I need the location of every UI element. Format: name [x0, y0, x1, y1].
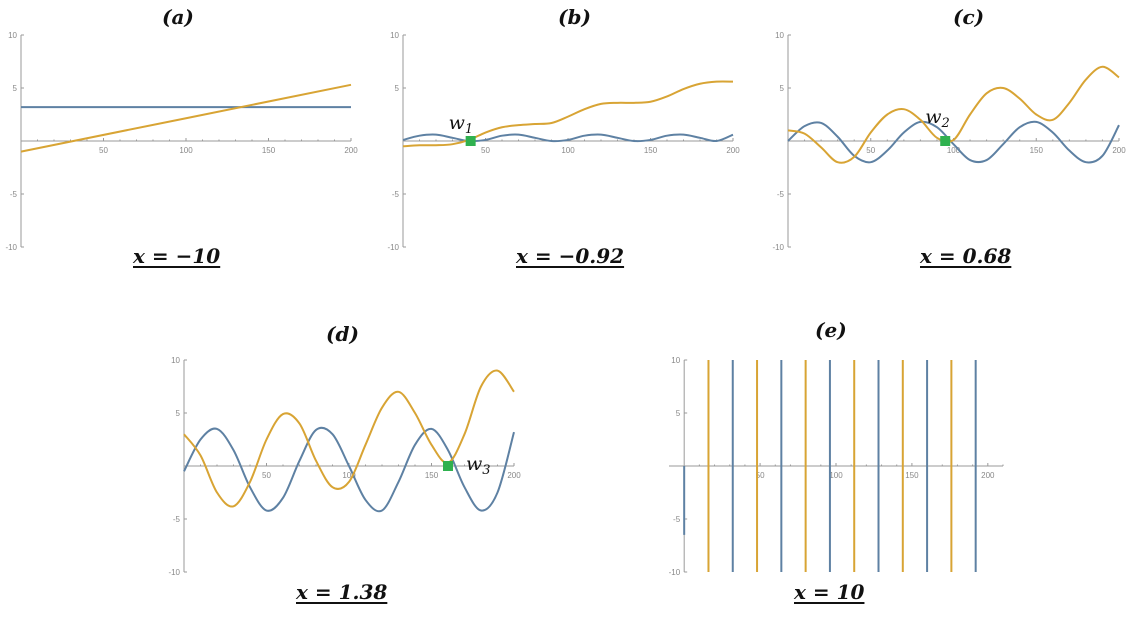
panel-title: (b): [558, 5, 591, 29]
x-tick-label: 150: [644, 146, 658, 155]
y-tick-label: -10: [387, 243, 399, 252]
x-tick-label: 200: [507, 471, 521, 480]
panel-title: (a): [162, 5, 194, 29]
x-tick-label: 100: [947, 146, 961, 155]
chart-plot: 50 100 150 200 -10 -5 5 10: [5, 31, 358, 252]
panel-title: (c): [953, 5, 985, 29]
y-tick-label: -10: [669, 568, 681, 577]
series-line-blue: [787, 120, 1120, 164]
x-tick-label: 100: [561, 146, 575, 155]
x-tick-label: 50: [866, 146, 875, 155]
x-tick-label: 150: [905, 471, 919, 480]
series-line-orange: [20, 83, 352, 153]
y-tick-label: -5: [777, 190, 785, 199]
y-tick-label: 10: [8, 31, 17, 40]
series-line-orange: [787, 65, 1120, 164]
panel-caption: x = −0.92: [516, 244, 625, 268]
x-tick-label: 200: [726, 146, 740, 155]
chart-plot: 50 100 150 200 -10 -5 5 10: [669, 356, 1004, 577]
x-tick-label: 100: [342, 471, 356, 480]
y-tick-label: 5: [395, 84, 400, 93]
y-tick-label: 5: [176, 409, 181, 418]
y-tick-label: -5: [673, 515, 681, 524]
y-tick-label: 10: [390, 31, 399, 40]
x-tick-label: 150: [1030, 146, 1044, 155]
panel-caption: x = −10: [133, 244, 221, 268]
panel-caption: x = 10: [794, 580, 865, 604]
y-tick-label: -5: [173, 515, 181, 524]
y-tick-label: 5: [676, 409, 681, 418]
y-tick-label: 5: [780, 84, 785, 93]
intersection-marker: [940, 136, 951, 146]
panel-title: (e): [815, 318, 847, 342]
panel-caption: x = 0.68: [920, 244, 1012, 268]
y-tick-label: 10: [775, 31, 784, 40]
y-tick-label: -10: [168, 568, 180, 577]
x-tick-label: 200: [344, 146, 358, 155]
x-tick-label: 100: [179, 146, 193, 155]
series-line-orange: [183, 369, 515, 508]
series-line-blue: [402, 133, 734, 143]
x-tick-label: 200: [981, 471, 995, 480]
marker-label-subscript: 1: [465, 122, 473, 137]
x-tick-label: 50: [99, 146, 108, 155]
intersection-marker: [443, 461, 453, 471]
y-tick-label: -5: [10, 190, 18, 199]
x-tick-label: 200: [1112, 146, 1126, 155]
y-tick-label: 5: [13, 84, 18, 93]
x-tick-label: 50: [262, 471, 271, 480]
marker-label-subscript: 3: [482, 463, 490, 478]
series-line-blue: [183, 426, 515, 513]
y-tick-label: -10: [772, 243, 784, 252]
x-tick-label: 150: [425, 471, 439, 480]
x-tick-label: 50: [481, 146, 490, 155]
y-tick-label: 10: [671, 356, 680, 365]
intersection-marker: [465, 136, 476, 146]
x-tick-label: 50: [756, 471, 765, 480]
y-tick-label: -5: [392, 190, 400, 199]
panel-caption: x = 1.38: [296, 580, 388, 604]
marker-label-subscript: 2: [940, 116, 949, 131]
series-line-orange: [402, 80, 734, 148]
y-tick-label: 10: [171, 356, 180, 365]
x-tick-label: 100: [829, 471, 843, 480]
panel-title: (d): [326, 322, 359, 346]
y-tick-label: -10: [5, 243, 17, 252]
x-tick-label: 150: [262, 146, 276, 155]
